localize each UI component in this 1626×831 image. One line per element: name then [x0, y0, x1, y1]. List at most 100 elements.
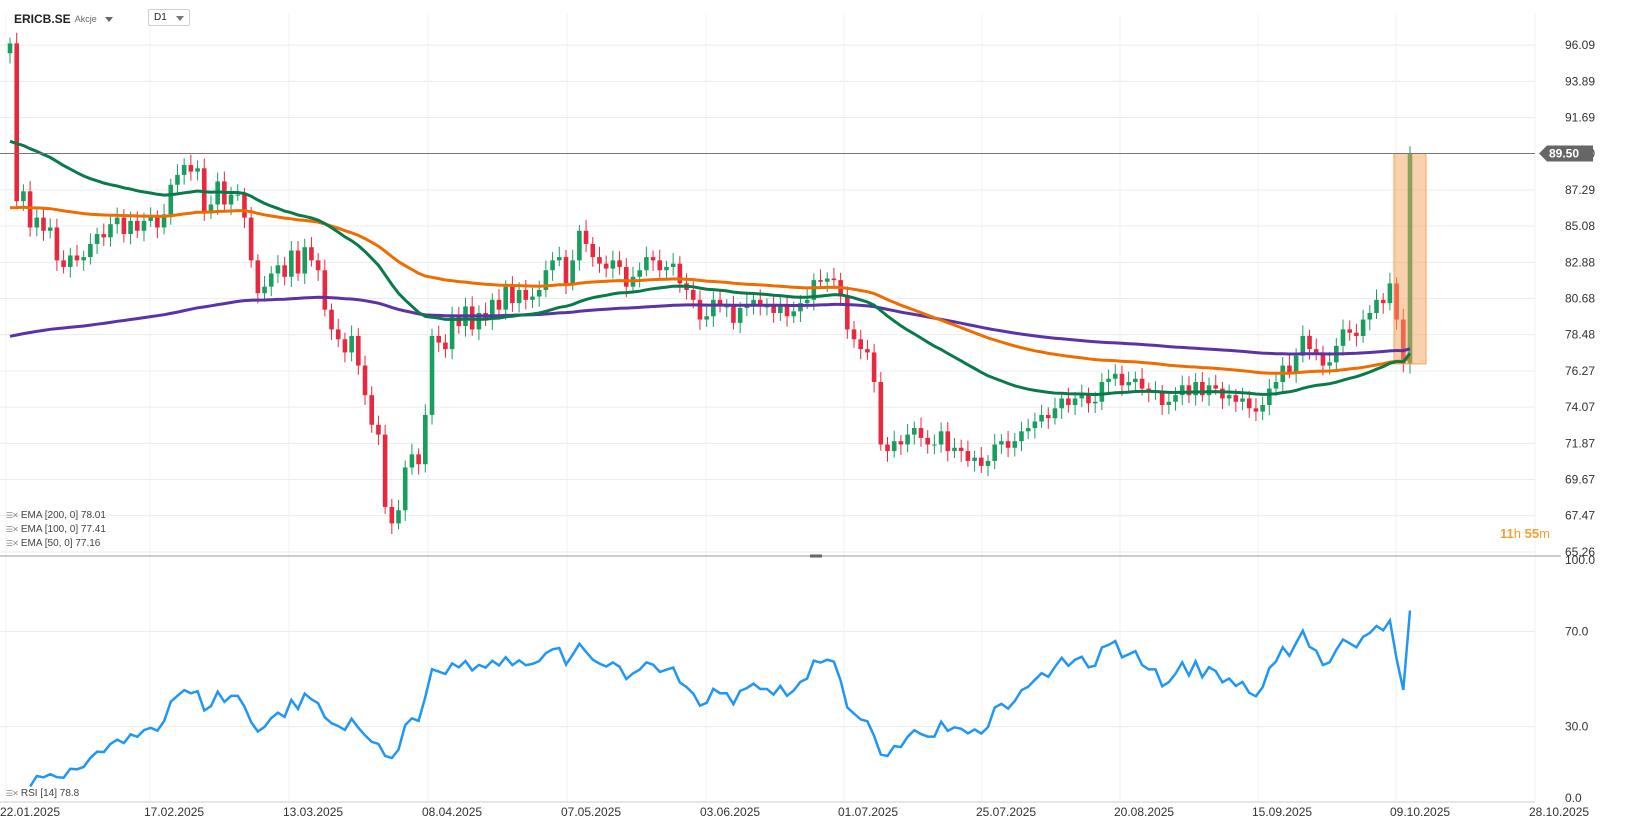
date-tick-label: 07.05.2025: [561, 805, 621, 819]
candle: [623, 266, 629, 287]
candle: [1079, 395, 1085, 399]
candle: [349, 335, 354, 353]
candle: [1106, 378, 1111, 383]
candle: [1126, 382, 1131, 386]
candle: [811, 280, 817, 300]
candle: [7, 43, 13, 54]
candle: [958, 447, 964, 452]
candle: [751, 299, 756, 305]
candle: [476, 312, 482, 330]
candle: [1019, 431, 1024, 442]
candle: [530, 296, 535, 300]
candle: [650, 257, 656, 261]
candle: [242, 194, 247, 218]
candle: [999, 441, 1004, 445]
candle: [268, 273, 274, 287]
candle: [362, 365, 368, 396]
rsi-line: [29, 610, 1412, 788]
price-tick-label: 85.08: [1565, 219, 1595, 233]
price-tick-label: 93.89: [1565, 74, 1595, 88]
candle: [389, 506, 395, 524]
candle: [1086, 395, 1091, 404]
legend-ema200-label: EMA [200, 0] 78.01: [20, 510, 106, 521]
ema50-line: [9, 139, 1412, 397]
candle: [429, 335, 435, 415]
candle: [597, 257, 602, 264]
price-tick-label: 74.07: [1565, 400, 1595, 414]
legend-ema100[interactable]: ☰✕ EMA [100, 0] 77.41: [6, 524, 106, 535]
candle: [657, 260, 663, 271]
symbol-dropdown-icon[interactable]: [104, 16, 113, 22]
legend-ema50-label: EMA [50, 0] 77.16: [20, 538, 101, 549]
candle: [14, 43, 19, 202]
timeframe-dropdown-icon[interactable]: [176, 16, 184, 21]
candle: [583, 230, 589, 244]
legend-rsi[interactable]: ☰✕ RSI [14] 78.8: [6, 788, 79, 799]
candle: [1012, 441, 1018, 448]
price-tick-label: 71.87: [1565, 436, 1595, 450]
candle: [101, 234, 107, 238]
candle: [577, 230, 582, 261]
candle: [1320, 352, 1326, 366]
indicator-settings-icon[interactable]: ☰✕: [6, 539, 19, 548]
candle: [315, 260, 321, 271]
candle: [282, 265, 287, 277]
candle: [945, 431, 951, 452]
candle: [550, 260, 555, 271]
candle: [1240, 398, 1245, 402]
indicator-settings-icon[interactable]: ☰✕: [6, 511, 19, 520]
candle: [275, 265, 281, 274]
candle: [637, 270, 642, 277]
candle: [1327, 362, 1332, 366]
candle: [610, 260, 616, 269]
legend-ema50[interactable]: ☰✕ EMA [50, 0] 77.16: [6, 538, 100, 549]
price-tick-label: 67.47: [1565, 509, 1595, 523]
candle: [952, 447, 957, 452]
candle: [1367, 312, 1373, 320]
price-tick-label: 82.88: [1565, 255, 1595, 269]
candle: [74, 255, 80, 261]
candle: [717, 299, 723, 307]
candle: [161, 214, 167, 228]
candle: [1133, 378, 1138, 383]
candle: [858, 339, 864, 350]
candle: [510, 286, 515, 304]
candle: [878, 382, 884, 445]
timeframe-select[interactable]: D1: [148, 9, 190, 26]
asset-type: Akcje: [74, 14, 97, 24]
candle: [697, 299, 703, 320]
candle: [1112, 373, 1118, 379]
candle: [932, 444, 937, 446]
candle: [978, 457, 984, 466]
indicator-settings-icon[interactable]: ☰✕: [6, 789, 19, 798]
indicator-settings-icon[interactable]: ☰✕: [6, 525, 19, 534]
candle: [34, 217, 40, 228]
candle: [898, 441, 904, 445]
price-tick-label: 87.29: [1565, 183, 1595, 197]
candle: [1313, 349, 1319, 353]
date-tick-label: 17.02.2025: [144, 805, 204, 819]
candle: [416, 454, 421, 465]
candle: [871, 352, 877, 383]
candle: [155, 217, 160, 228]
candle: [81, 257, 86, 261]
last-price-label: 89.50: [1549, 147, 1579, 161]
date-tick-label: 09.10.2025: [1390, 805, 1450, 819]
legend-rsi-label: RSI [14] 78.8: [20, 788, 80, 799]
candle: [824, 278, 830, 282]
price-tick-label: 69.67: [1565, 473, 1595, 487]
symbol-selector[interactable]: ERICB.SE Akcje: [14, 9, 113, 29]
candle: [664, 266, 669, 271]
legend-ema200[interactable]: ☰✕ EMA [200, 0] 78.01: [6, 510, 106, 521]
candle: [27, 191, 33, 228]
candle: [382, 434, 388, 507]
candle: [356, 335, 361, 366]
candle: [757, 299, 763, 307]
candle: [1173, 395, 1178, 402]
candle: [1159, 391, 1165, 406]
candle: [396, 510, 401, 524]
candle: [798, 303, 803, 312]
candle: [603, 263, 609, 269]
candle: [818, 280, 823, 282]
